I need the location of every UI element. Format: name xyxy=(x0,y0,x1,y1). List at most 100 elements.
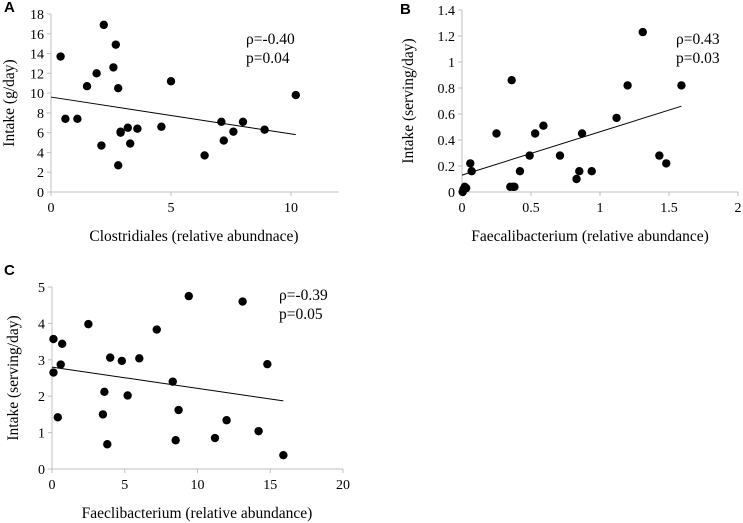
panel-a-y-tick-label: 12 xyxy=(30,67,44,82)
panel-a-data-point xyxy=(99,20,109,30)
panel-c-data-point xyxy=(135,354,144,363)
panel-c-data-point xyxy=(49,368,58,377)
panel-a-stat-annotation: p=0.04 xyxy=(246,50,290,67)
panel-a-y-tick-label: 8 xyxy=(37,107,44,122)
panel-c-x-tick-label: 15 xyxy=(263,478,277,493)
panel-c-data-point xyxy=(174,405,183,415)
panel-c-stat-annotation: ρ=-0.39 xyxy=(279,287,328,304)
panel-a-y-tick-label: 0 xyxy=(37,186,44,201)
panel-c-data-point xyxy=(56,360,65,369)
panel-a-data-point xyxy=(238,117,248,126)
panel-b-data-point xyxy=(623,81,632,90)
panel-b-data-point xyxy=(461,183,471,193)
panel-b-x-axis-title: Faecalibacterium (relative abundance) xyxy=(471,228,709,245)
panel-c-letter: C xyxy=(4,262,15,279)
panel-b-data-point xyxy=(467,167,476,176)
panel-b-x-tick-label: 1.5 xyxy=(660,201,678,216)
panel-b-letter: B xyxy=(400,1,411,18)
panel-b-data-point xyxy=(525,151,534,160)
panel-b-data-point xyxy=(530,129,540,138)
panel-a-y-tick-label: 14 xyxy=(30,48,44,63)
panel-b-data-point xyxy=(466,159,475,168)
panel-b-data-point xyxy=(677,81,686,90)
panel-a-y-tick-label: 10 xyxy=(30,87,44,102)
panel-c-y-tick-label: 4 xyxy=(38,317,45,332)
panel-a-x-tick-label: 5 xyxy=(168,201,175,216)
panel-a-y-tick-label: 16 xyxy=(30,28,44,43)
panel-b-data-point xyxy=(492,129,501,138)
panel-a-x-tick-label: 10 xyxy=(284,201,298,216)
panel-c-data-point xyxy=(152,325,161,334)
panel-b-x-tick-label: 0 xyxy=(459,201,466,216)
panel-b-data-point xyxy=(515,167,525,176)
panel-a-x-tick-label: 0 xyxy=(48,201,55,216)
panel-a-y-axis-title: Intake (g/day) xyxy=(1,59,18,146)
panel-c-data-point xyxy=(57,339,67,348)
panel-b-data-point xyxy=(555,151,565,160)
panel-b-data-point xyxy=(655,151,664,160)
panel-a-data-point xyxy=(111,40,121,49)
panel-c-y-tick-label: 1 xyxy=(38,427,45,442)
panel-a-data-point xyxy=(200,151,209,160)
panel-c-data-point xyxy=(84,319,93,329)
panel-c-x-axis-title: Faeclibacterium (relative abundance) xyxy=(82,505,313,522)
panel-c-data-point xyxy=(106,353,115,362)
panel-c-data-point xyxy=(210,433,220,443)
panel-a-stat-annotation: ρ=-0.40 xyxy=(246,31,295,48)
panel-a-letter: A xyxy=(4,0,15,16)
panel-c-y-tick-label: 0 xyxy=(38,463,45,478)
panel-c-data-point xyxy=(263,359,272,369)
panel-c-data-point xyxy=(123,391,132,400)
panel-a: 0 2 4 6 8 10 12 14 16 18 0 5 10 ρ=-0.40 p=0.04 A Clostri… xyxy=(1,0,339,245)
panel-c-y-axis-title: Intake (serving/day) xyxy=(5,315,22,440)
panel-a-data-point xyxy=(61,114,70,124)
panel-a-data-point xyxy=(56,52,65,61)
panel-b-data-point xyxy=(575,167,584,176)
panel-b-data-point xyxy=(577,129,587,138)
panel-c-stat-annotation: p=0.05 xyxy=(279,306,323,323)
panel-a-data-point xyxy=(157,122,166,131)
panel-b-y-tick-label: 1 xyxy=(448,56,455,71)
panel-a-data-point xyxy=(260,125,269,134)
panel-b-y-tick-label: 0 xyxy=(448,186,455,201)
panel-a-trendline xyxy=(50,96,296,136)
panel-a-data-point xyxy=(291,90,300,100)
panel-c-data-point xyxy=(279,450,288,460)
panel-b-y-tick-label: 0.6 xyxy=(438,108,456,123)
panel-a-data-point xyxy=(82,81,92,91)
panel-a-y-tick-label: 6 xyxy=(37,127,44,142)
panel-a-data-point xyxy=(229,127,238,136)
panel-c-data-point xyxy=(222,416,231,425)
panel-a-data-point xyxy=(126,139,135,148)
panel-b-y-tick-label: 0.8 xyxy=(438,82,456,97)
panel-b-data-point xyxy=(539,121,548,130)
panel-b-data-point xyxy=(587,167,596,176)
panel-c-x-tick-label: 20 xyxy=(336,478,350,493)
panel-a-data-point xyxy=(109,63,118,72)
panel-c-y-tick-label: 3 xyxy=(38,354,45,369)
panel-b-stat-annotation: p=0.03 xyxy=(676,50,720,67)
panel-a-data-point xyxy=(219,136,228,145)
panel-c-x-tick-label: 10 xyxy=(191,478,205,493)
panel-a-data-point xyxy=(133,124,142,133)
panel-b-data-point xyxy=(572,174,581,184)
panel-b-y-axis-title: Intake (serving/day) xyxy=(400,38,417,163)
panel-c-data-point xyxy=(49,334,58,344)
panel-c-y-tick-label: 2 xyxy=(38,390,45,405)
panel-b-x-tick-label: 1 xyxy=(597,201,604,216)
panel-b-data-point xyxy=(612,113,621,123)
panel-c-data-point xyxy=(171,436,180,445)
panel-c-data-point xyxy=(103,440,112,449)
panel-a-y-tick-label: 18 xyxy=(30,8,44,23)
panel-a-y-tick-label: 2 xyxy=(37,166,44,181)
panel-b: 0 0.2 0.4 0.6 0.8 1 1.2 1.4 0 0.5 1 1.5 2 ρ=0.43 p=0.0… xyxy=(400,1,742,245)
panel-a-data-point xyxy=(123,123,132,132)
panel-b-x-tick-label: 0.5 xyxy=(522,201,540,216)
panel-c-data-point xyxy=(254,426,263,436)
panel-c-data-point xyxy=(238,297,247,306)
panel-c-data-point xyxy=(98,410,108,419)
panel-a-data-point xyxy=(114,161,123,170)
panel-a-data-point xyxy=(114,83,123,93)
panel-b-y-tick-label: 1.2 xyxy=(438,30,456,45)
